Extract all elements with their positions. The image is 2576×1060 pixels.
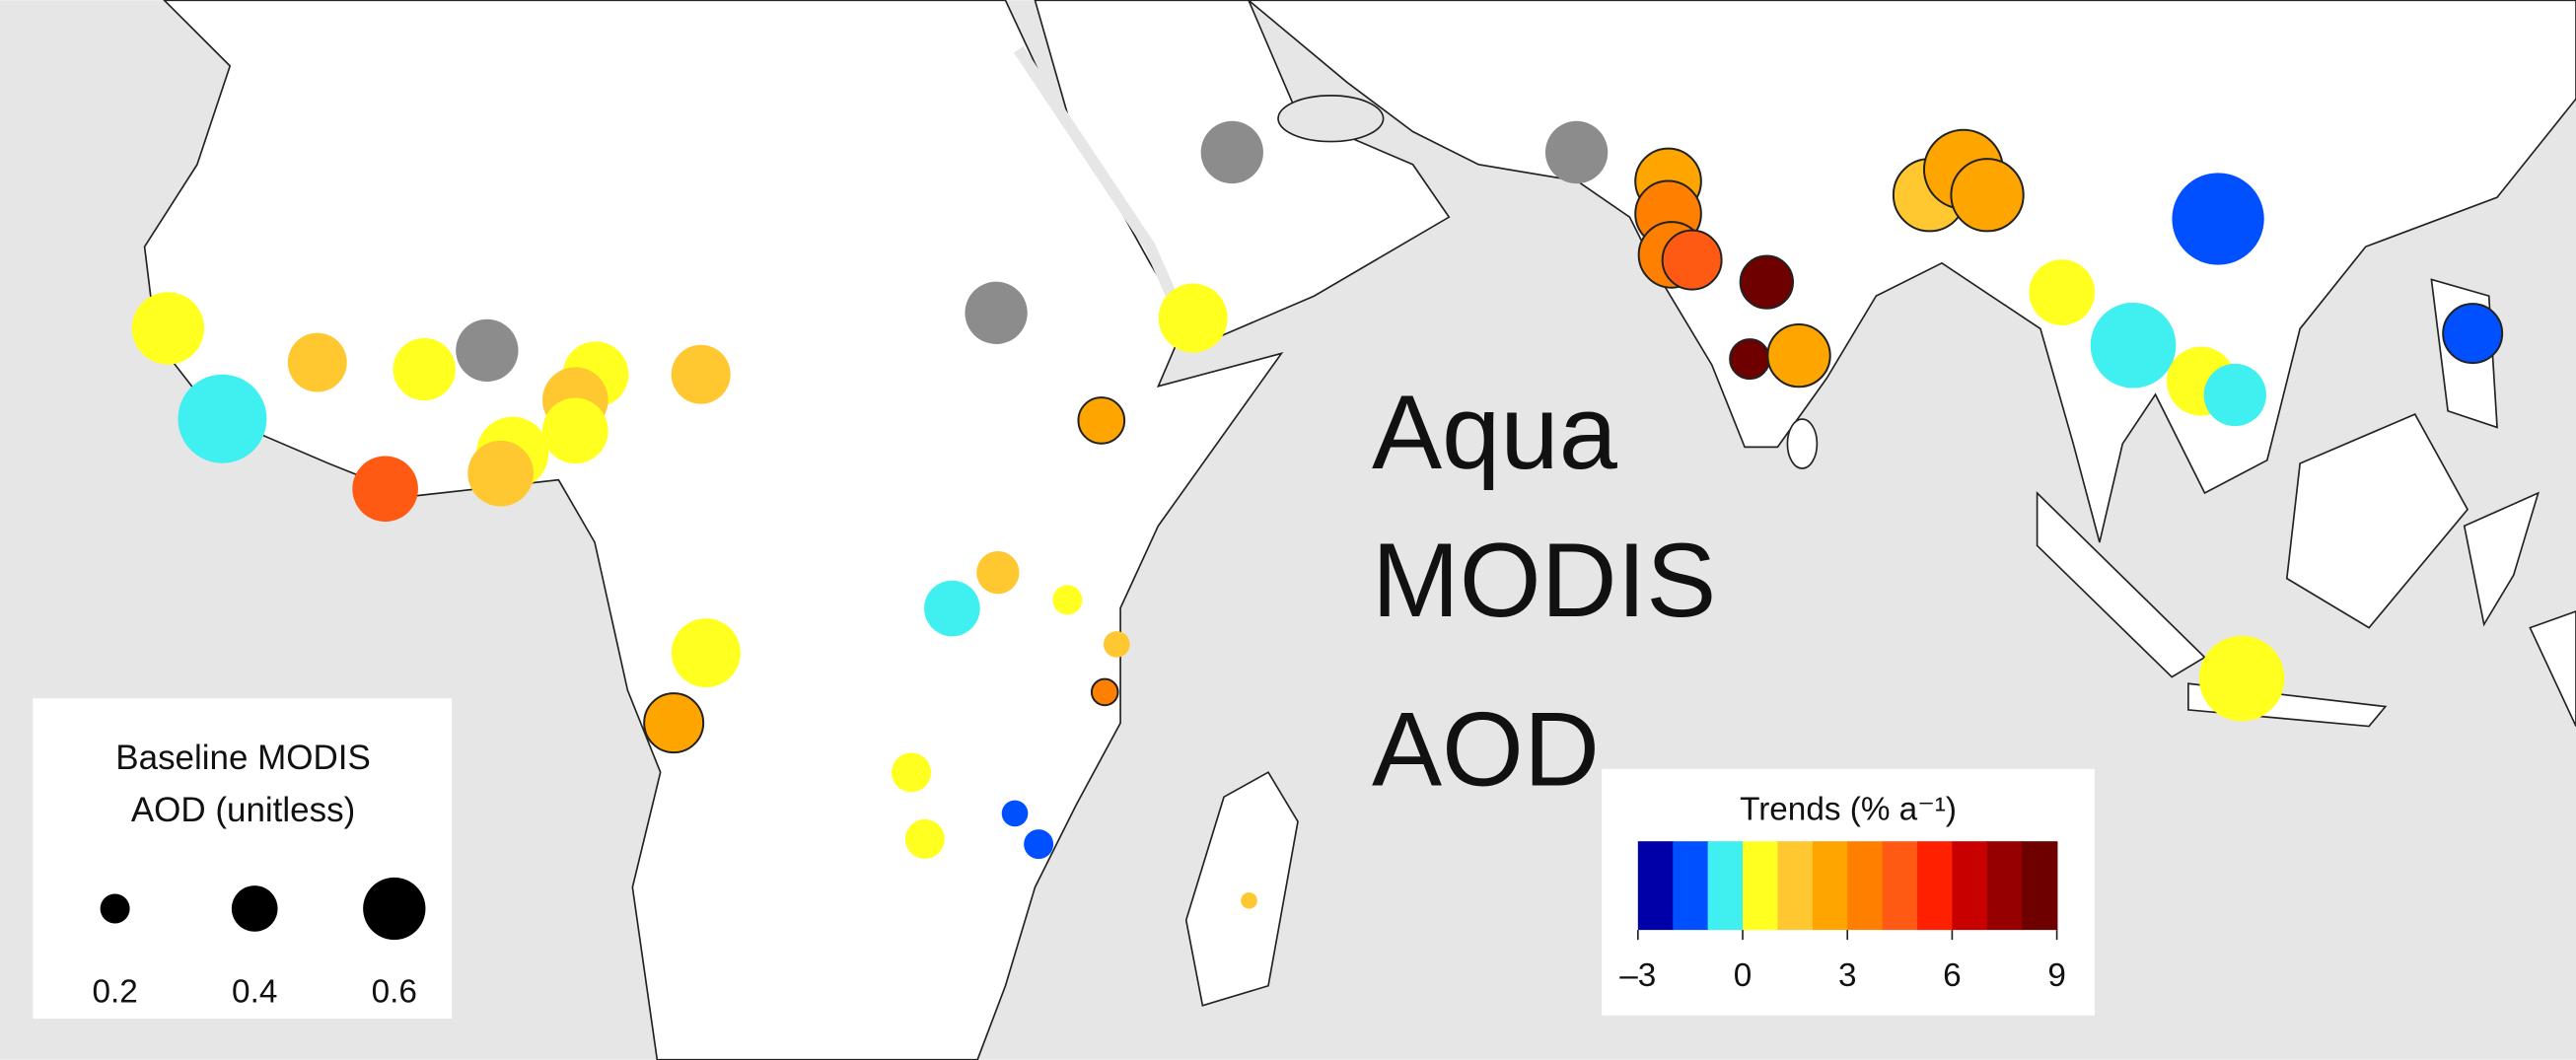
colorbar-title: Trends (% a⁻¹) xyxy=(1740,792,1957,828)
title-line: Aqua xyxy=(1372,373,1618,491)
colorbar-segment xyxy=(1812,841,1849,931)
site-marker xyxy=(1077,396,1126,445)
size-legend-label: 0.4 xyxy=(232,973,277,1010)
colorbar-segment xyxy=(1777,841,1814,931)
site-marker xyxy=(1001,800,1029,827)
colorbar-tick-label: 6 xyxy=(1943,957,1962,994)
site-marker xyxy=(1544,120,1609,184)
colorbar-segment xyxy=(1952,841,1988,931)
site-marker xyxy=(456,318,519,383)
site-marker xyxy=(2198,635,2285,722)
site-marker xyxy=(1103,631,1130,658)
site-marker xyxy=(393,337,456,401)
site-marker xyxy=(671,344,731,404)
site-marker xyxy=(1950,158,2025,233)
site-marker xyxy=(2203,363,2266,427)
colorbar-tick-label: 3 xyxy=(1838,957,1857,994)
size-legend-title: AOD (unitless) xyxy=(131,791,355,829)
size-legend-label: 0.2 xyxy=(92,973,137,1010)
site-marker xyxy=(1766,322,1831,389)
size-legend-marker xyxy=(363,877,426,941)
size-legend-marker xyxy=(100,893,130,924)
size-legend-label: 0.6 xyxy=(372,973,417,1010)
colorbar-segment xyxy=(1882,841,1918,931)
site-marker xyxy=(2172,173,2264,265)
site-marker xyxy=(2029,259,2096,325)
title-line: AOD xyxy=(1372,690,1600,809)
colorbar-segment xyxy=(1847,841,1884,931)
site-marker xyxy=(1024,829,1054,860)
colorbar-tick-label: 0 xyxy=(1734,957,1753,994)
size-legend-marker xyxy=(231,885,278,932)
site-marker xyxy=(976,550,1020,595)
site-marker xyxy=(1739,254,1794,310)
colorbar-segment xyxy=(1707,841,1744,931)
colorbar-tick-label: –3 xyxy=(1619,957,1656,994)
site-marker xyxy=(178,374,267,463)
site-marker xyxy=(1241,891,1257,909)
size-legend-title: Baseline MODIS xyxy=(115,739,370,777)
site-marker xyxy=(671,618,741,688)
colorbar-segment xyxy=(2022,841,2058,931)
site-marker xyxy=(892,752,932,793)
site-marker xyxy=(287,332,347,392)
site-marker xyxy=(904,818,945,859)
site-marker xyxy=(643,692,705,754)
site-marker xyxy=(965,281,1028,344)
site-marker xyxy=(1052,585,1083,615)
site-marker xyxy=(2090,302,2177,389)
title-line: MODIS xyxy=(1372,521,1716,639)
sites xyxy=(131,120,2504,909)
colorbar-segment xyxy=(1917,841,1954,931)
site-marker xyxy=(467,440,534,507)
site-marker xyxy=(542,397,608,464)
size-legend-box xyxy=(33,698,453,1020)
site-marker xyxy=(1661,229,1723,291)
site-marker xyxy=(352,456,418,523)
colorbar-tick-label: 9 xyxy=(2047,957,2066,994)
colorbar-segment xyxy=(1986,841,2024,931)
site-marker xyxy=(1158,283,1228,353)
colorbar-segment xyxy=(1673,841,1709,931)
site-marker xyxy=(1200,120,1263,184)
site-marker xyxy=(924,580,980,637)
site-marker xyxy=(1090,677,1119,707)
site-marker xyxy=(1729,338,1771,381)
site-marker xyxy=(131,292,205,365)
colorbar-segment xyxy=(1637,841,1675,931)
colorbar-segment xyxy=(1743,841,1779,931)
site-marker xyxy=(2442,303,2504,365)
